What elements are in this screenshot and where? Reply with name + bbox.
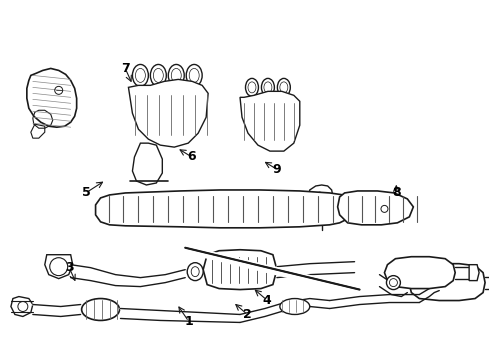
Text: 4: 4 [263, 294, 271, 307]
Ellipse shape [132, 64, 148, 86]
Polygon shape [338, 191, 414, 225]
Polygon shape [203, 250, 277, 289]
Polygon shape [11, 297, 33, 316]
Ellipse shape [168, 64, 184, 86]
Text: 6: 6 [187, 150, 196, 163]
Ellipse shape [280, 298, 310, 315]
Polygon shape [308, 185, 334, 218]
Text: 2: 2 [243, 308, 252, 321]
Ellipse shape [245, 78, 258, 96]
Polygon shape [128, 80, 208, 147]
Ellipse shape [150, 64, 166, 86]
Polygon shape [409, 264, 485, 301]
Ellipse shape [277, 78, 290, 96]
Ellipse shape [187, 263, 203, 280]
Polygon shape [27, 68, 76, 127]
Text: 5: 5 [82, 186, 91, 199]
Ellipse shape [82, 298, 120, 320]
Ellipse shape [262, 78, 274, 96]
Text: 8: 8 [392, 186, 401, 199]
Polygon shape [45, 255, 73, 279]
Text: 3: 3 [65, 261, 74, 274]
Polygon shape [469, 265, 479, 280]
Polygon shape [385, 257, 455, 289]
Text: 1: 1 [185, 315, 193, 328]
Text: 7: 7 [121, 62, 130, 75]
Polygon shape [240, 91, 300, 151]
Ellipse shape [387, 276, 400, 289]
Polygon shape [96, 190, 356, 228]
Polygon shape [132, 143, 162, 185]
Text: 9: 9 [272, 163, 281, 176]
Ellipse shape [186, 64, 202, 86]
